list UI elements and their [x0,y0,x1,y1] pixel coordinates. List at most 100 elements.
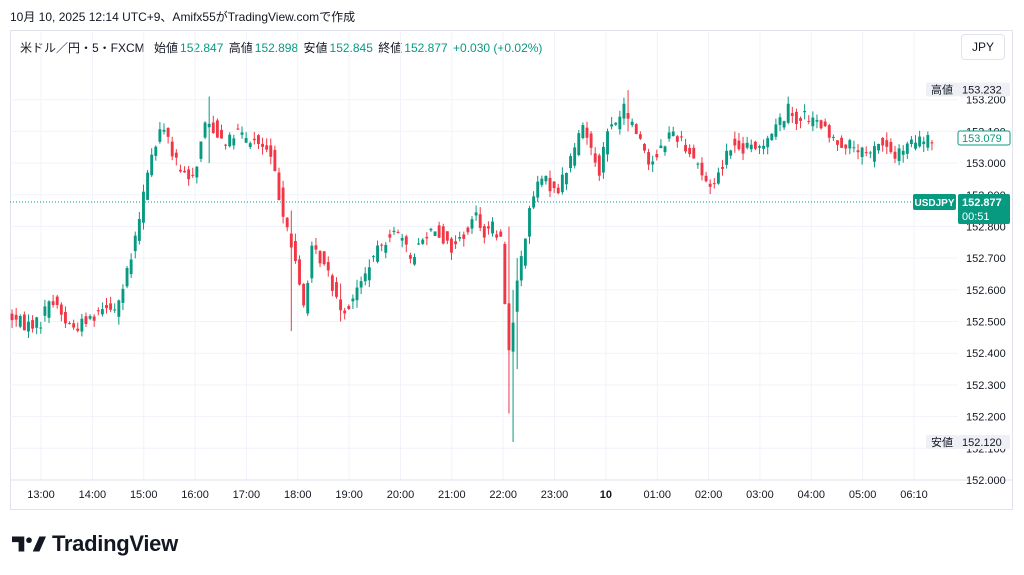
candle-body[interactable] [100,309,104,315]
candle-body[interactable] [589,133,593,148]
candle-body[interactable] [889,141,893,153]
candle-body[interactable] [372,256,375,258]
candle-body[interactable] [64,312,67,324]
candle-body[interactable] [187,169,191,180]
candle-body[interactable] [848,140,852,149]
candle-body[interactable] [59,304,63,315]
candle-body[interactable] [183,170,186,173]
candle-body[interactable] [482,226,486,238]
candle-body[interactable] [269,145,273,157]
candle-body[interactable] [474,212,478,216]
candle-body[interactable] [610,124,614,127]
candle-body[interactable] [721,166,724,169]
candle-body[interactable] [343,310,347,314]
candle-body[interactable] [831,136,835,138]
candle-body[interactable] [96,310,100,312]
candle-body[interactable] [232,138,236,146]
candle-body[interactable] [22,314,26,331]
candle-body[interactable] [18,316,22,327]
candle-body[interactable] [663,146,667,153]
candle-body[interactable] [930,142,934,144]
candle-body[interactable] [302,283,306,306]
candle-body[interactable] [799,118,802,121]
candle-body[interactable] [68,323,71,325]
candle-body[interactable] [454,241,458,245]
candle-body[interactable] [388,234,392,238]
candle-body[interactable] [499,231,503,237]
candle-body[interactable] [873,146,876,162]
candle-body[interactable] [150,154,154,176]
candle-body[interactable] [877,144,880,151]
candle-body[interactable] [643,143,646,151]
candle-body[interactable] [745,142,749,148]
candle-body[interactable] [671,131,675,137]
candle-body[interactable] [614,122,618,125]
candle-body[interactable] [376,245,379,262]
candle-body[interactable] [137,219,141,241]
candle-body[interactable] [778,117,782,125]
candle-body[interactable] [528,208,531,237]
candle-body[interactable] [433,231,437,236]
candle-body[interactable] [88,316,92,319]
candle-body[interactable] [655,154,659,158]
candle-body[interactable] [770,133,774,141]
candle-body[interactable] [392,230,396,233]
candle-body[interactable] [840,137,844,148]
candle-body[interactable] [458,237,462,239]
candle-body[interactable] [174,152,178,158]
currency-button[interactable]: JPY [961,34,1005,60]
candle-body[interactable] [236,128,240,130]
candle-body[interactable] [43,306,47,316]
candle-body[interactable] [560,174,564,193]
candle-body[interactable] [335,282,338,297]
candle-body[interactable] [417,243,421,245]
candle-body[interactable] [429,228,433,231]
symbol-label[interactable]: 米ドル／円・5・FXCM [20,41,145,55]
candle-body[interactable] [425,236,429,239]
candle-body[interactable] [310,245,314,279]
candle-body[interactable] [733,138,737,146]
candle-body[interactable] [712,183,716,185]
candle-body[interactable] [92,316,96,321]
candle-body[interactable] [158,129,162,142]
candle-body[interactable] [684,144,687,152]
candle-body[interactable] [207,123,211,128]
candle-body[interactable] [536,181,540,198]
candle-body[interactable] [675,136,679,142]
candle-body[interactable] [154,146,158,156]
candle-body[interactable] [84,316,88,324]
candle-body[interactable] [601,146,605,173]
candle-body[interactable] [39,327,43,329]
candle-body[interactable] [905,143,909,154]
candle-body[interactable] [638,134,642,139]
candle-body[interactable] [265,145,269,150]
candle-body[interactable] [495,234,499,238]
candle-body[interactable] [922,141,926,145]
candle-body[interactable] [844,144,848,149]
candle-body[interactable] [441,226,445,244]
candle-body[interactable] [515,280,519,312]
candle-body[interactable] [113,309,117,311]
candle-body[interactable] [76,328,80,331]
candle-body[interactable] [827,125,831,138]
candle-body[interactable] [860,147,864,158]
candle-body[interactable] [766,138,770,148]
candle-body[interactable] [815,120,819,122]
candle-body[interactable] [248,143,252,148]
candle-body[interactable] [634,124,638,134]
candle-body[interactable] [647,152,651,165]
candle-body[interactable] [585,127,589,138]
candle-body[interactable] [437,225,441,238]
candle-body[interactable] [573,147,577,166]
candle-body[interactable] [466,227,470,233]
candle-body[interactable] [421,239,425,244]
candle-body[interactable] [14,314,18,320]
candle-body[interactable] [347,305,351,310]
candle-body[interactable] [117,300,121,317]
candle-body[interactable] [478,214,482,228]
candle-body[interactable] [351,298,355,302]
candle-body[interactable] [618,116,622,130]
candle-body[interactable] [380,244,384,246]
candle-body[interactable] [462,234,466,239]
